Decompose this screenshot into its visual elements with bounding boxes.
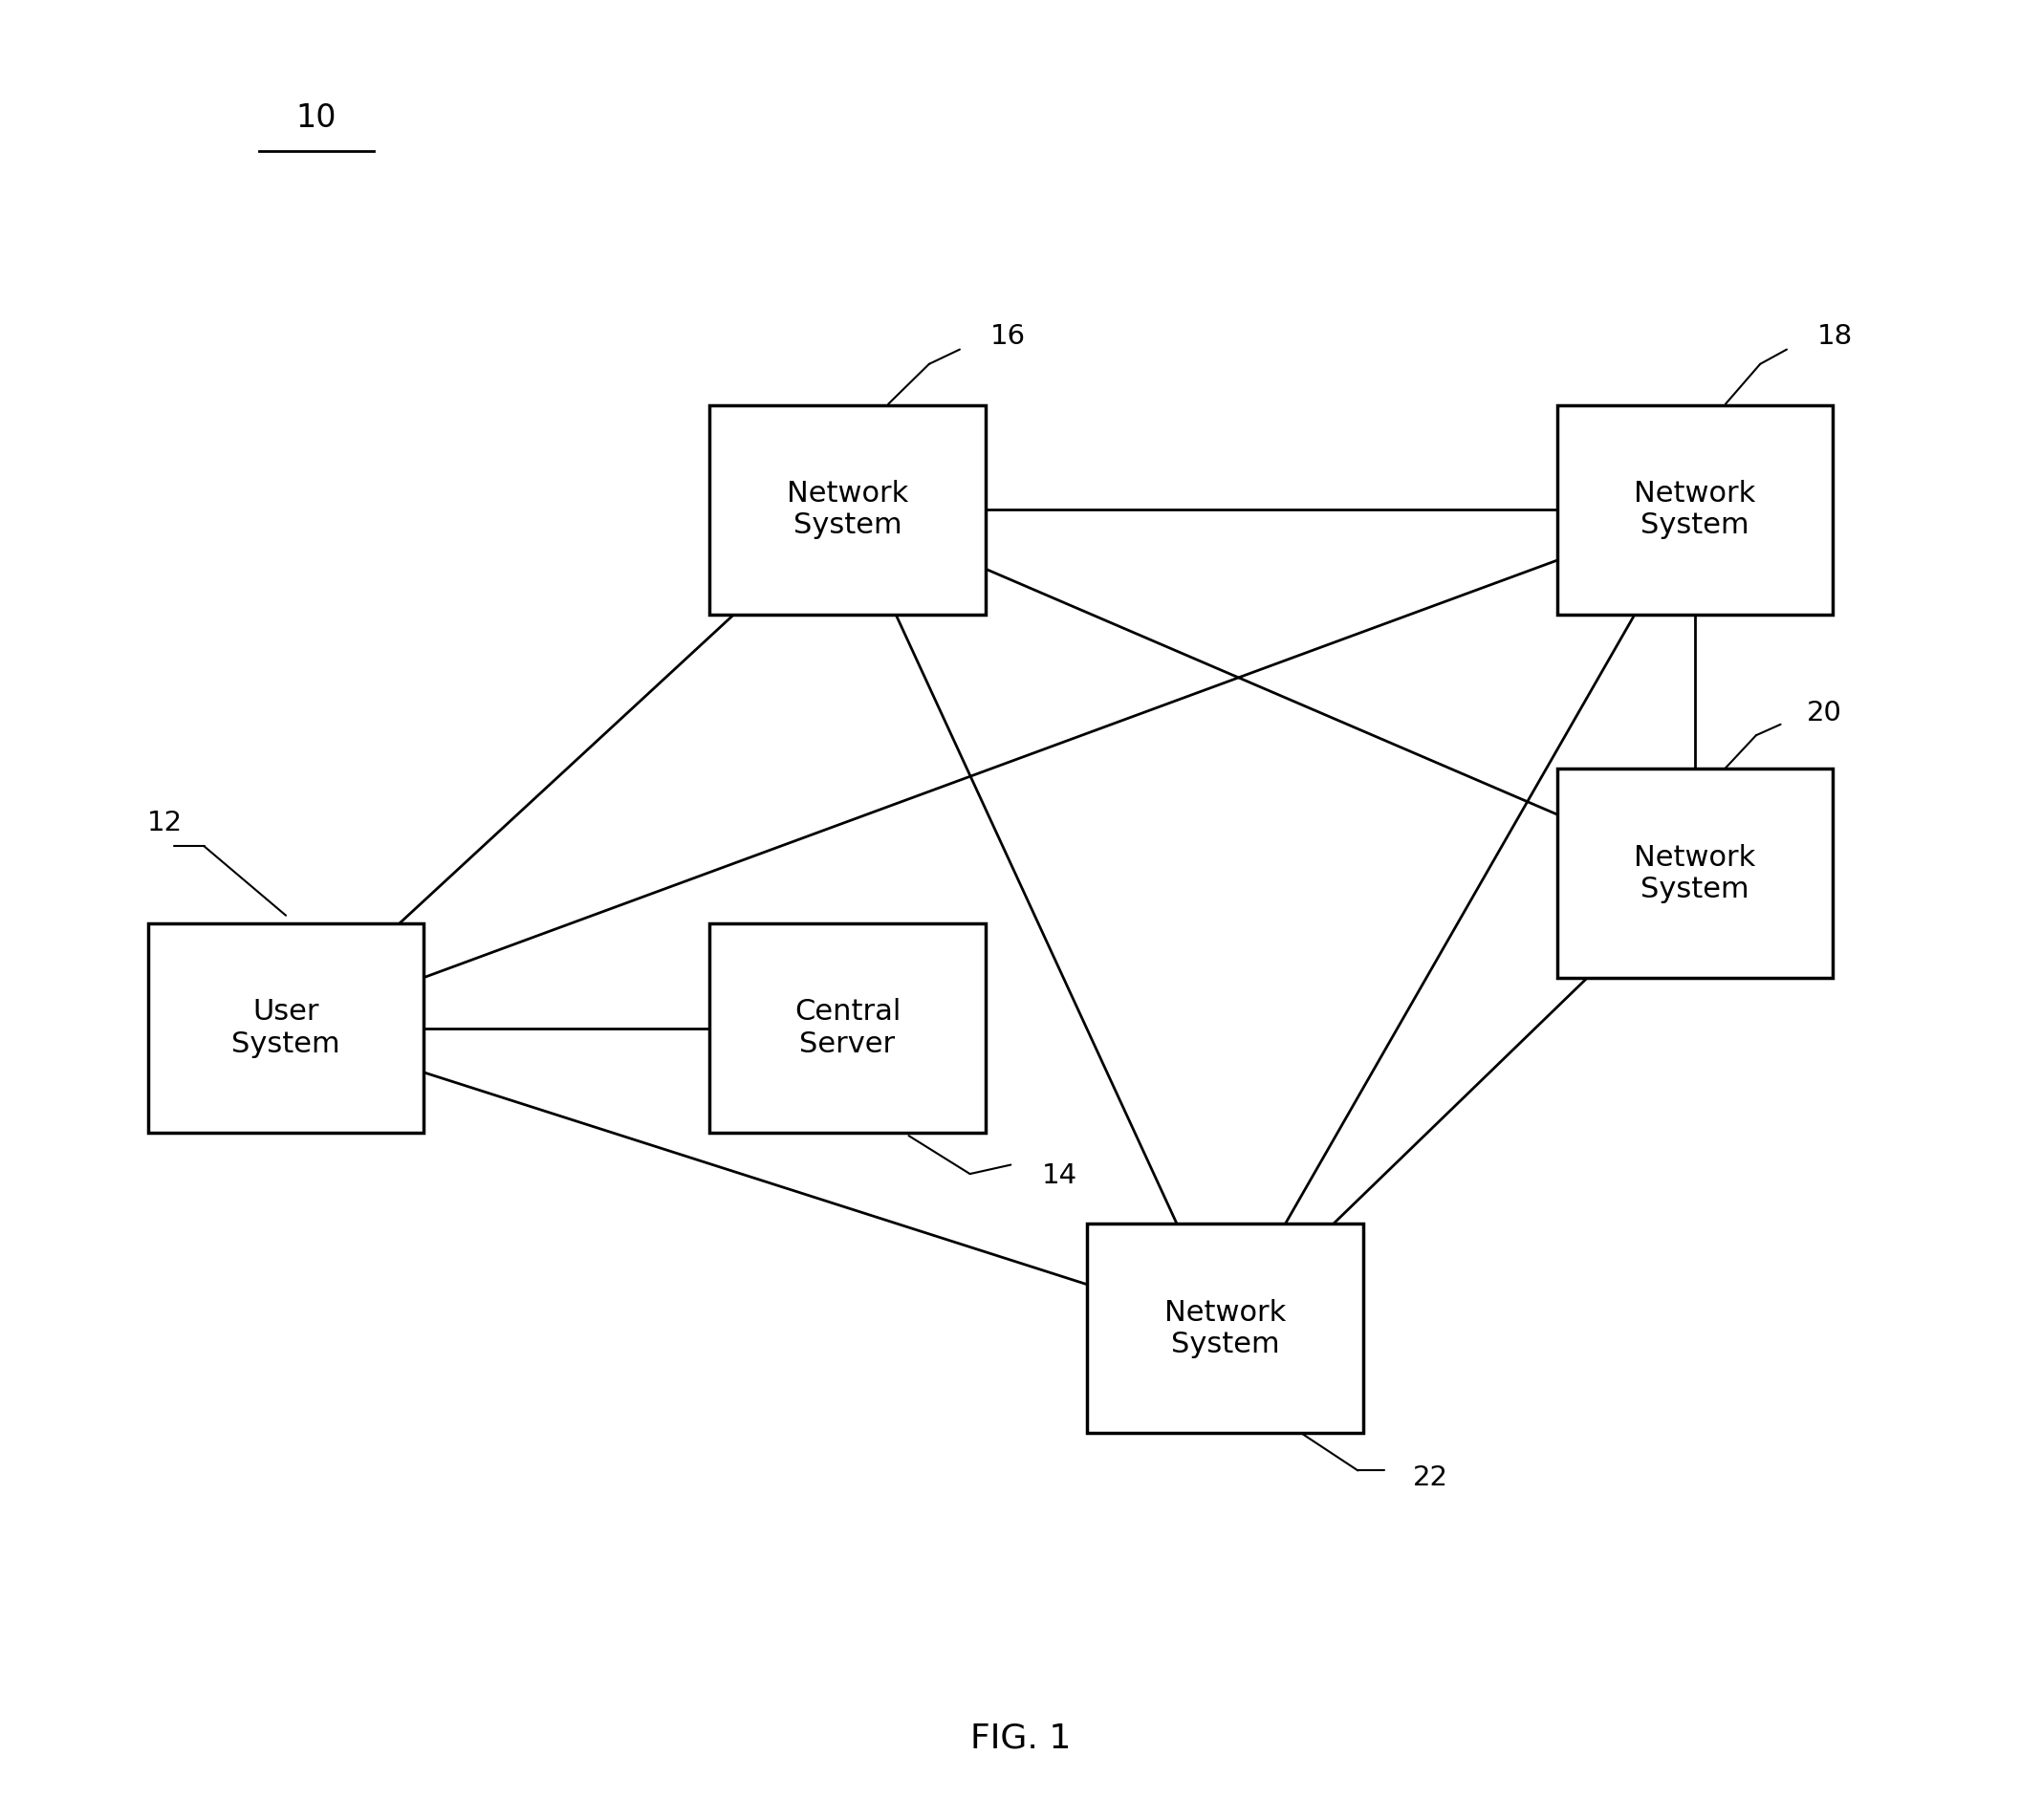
FancyBboxPatch shape: [1556, 406, 1834, 615]
Text: 22: 22: [1413, 1465, 1448, 1491]
Text: 14: 14: [1041, 1163, 1076, 1188]
Text: Network
System: Network System: [1634, 480, 1756, 539]
FancyBboxPatch shape: [711, 406, 984, 615]
Text: 16: 16: [990, 324, 1025, 349]
Text: FIG. 1: FIG. 1: [970, 1722, 1072, 1754]
Text: 10: 10: [296, 102, 337, 135]
Text: 18: 18: [1817, 324, 1852, 349]
Text: Network
System: Network System: [786, 480, 909, 539]
FancyBboxPatch shape: [711, 925, 984, 1132]
Text: Network
System: Network System: [1164, 1299, 1286, 1358]
Text: Central
Server: Central Server: [794, 999, 901, 1057]
Text: 12: 12: [147, 810, 182, 835]
FancyBboxPatch shape: [1556, 770, 1834, 979]
Text: Network
System: Network System: [1634, 844, 1756, 903]
Text: User
System: User System: [231, 999, 341, 1057]
FancyBboxPatch shape: [1086, 1223, 1364, 1434]
FancyBboxPatch shape: [149, 925, 425, 1132]
Text: 20: 20: [1807, 701, 1842, 726]
